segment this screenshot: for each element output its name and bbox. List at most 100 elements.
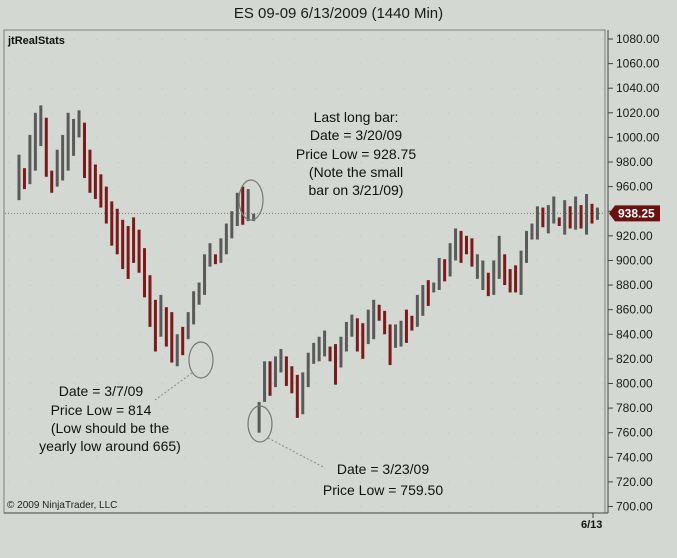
- price-bar: [93, 164, 97, 199]
- highlight-circle-3-20-09: [238, 179, 264, 221]
- price-bar: [39, 105, 43, 147]
- y-tick-label: 900.00: [616, 253, 653, 267]
- y-tick-label: 1000.00: [616, 130, 660, 144]
- ohlc-bars: [17, 105, 599, 433]
- price-bar: [475, 254, 479, 279]
- annotation-last-long-bar: Last long bar: Date = 3/20/09 Price Low …: [296, 109, 416, 198]
- price-bar: [175, 334, 179, 367]
- y-tick-label: 920.00: [616, 229, 653, 243]
- price-bar: [170, 312, 174, 363]
- annotation-line: Date = 3/20/09: [310, 127, 402, 143]
- indicator-name: jtRealStats: [7, 35, 65, 47]
- price-bar: [290, 366, 294, 394]
- price-bar: [568, 206, 572, 229]
- price-bar: [366, 309, 370, 345]
- price-bar: [284, 356, 288, 386]
- price-bar: [219, 238, 223, 263]
- price-bar: [44, 117, 48, 177]
- price-bar: [328, 346, 332, 362]
- price-bar: [279, 349, 283, 373]
- y-tick-label: 1020.00: [616, 106, 660, 120]
- price-bar: [377, 304, 381, 321]
- price-bar: [404, 309, 408, 343]
- price-bar: [546, 205, 550, 234]
- y-tick-label: 780.00: [616, 401, 653, 415]
- price-bar: [213, 254, 217, 265]
- price-bar: [470, 238, 474, 267]
- price-bar: [525, 230, 529, 263]
- price-bar: [372, 299, 376, 340]
- price-bar: [257, 401, 261, 433]
- y-tick-label: 860.00: [616, 303, 653, 317]
- price-bar: [464, 235, 468, 255]
- copyright-text: © 2009 NinjaTrader, LLC: [7, 500, 117, 511]
- price-chart[interactable]: 1080.00 1060.00 1040.00 1020.00 1000.00 980.0…: [0, 28, 677, 558]
- annotation-line: Date = 3/7/09: [59, 383, 144, 399]
- price-bar: [273, 356, 277, 388]
- y-tick-label: 800.00: [616, 376, 653, 390]
- price-bar: [454, 228, 458, 261]
- price-bar: [268, 361, 272, 396]
- price-bar: [497, 235, 501, 279]
- price-bar: [110, 201, 114, 246]
- x-tick-label: 6/13: [581, 519, 602, 531]
- price-bar: [208, 243, 212, 267]
- price-bar: [186, 312, 190, 340]
- price-bar: [241, 186, 245, 225]
- price-bar: [148, 275, 152, 327]
- price-bar: [388, 324, 392, 366]
- price-bar: [121, 219, 125, 270]
- price-bar: [426, 280, 430, 306]
- annotation-3-23-09: Date = 3/23/09 Price Low = 759.50: [323, 461, 443, 498]
- highlight-circle-3-23-09: [247, 405, 273, 443]
- y-tick-label: 980.00: [616, 155, 653, 169]
- price-bar: [203, 254, 207, 295]
- y-tick-label: 880.00: [616, 278, 653, 292]
- y-tick-label: 820.00: [616, 352, 653, 366]
- highlight-circle-3-7-09: [188, 341, 214, 379]
- price-bar: [323, 330, 327, 357]
- price-bar: [246, 189, 250, 222]
- price-bar: [28, 134, 32, 185]
- leader-line-3-23-09: [267, 437, 326, 469]
- price-bar: [432, 282, 436, 293]
- price-bar: [399, 320, 403, 347]
- price-bar: [486, 272, 490, 297]
- price-bar: [17, 154, 21, 201]
- y-tick-label: 740.00: [616, 450, 653, 464]
- price-bar: [77, 110, 81, 138]
- price-bar: [306, 352, 310, 388]
- y-tick-label: 960.00: [616, 180, 653, 194]
- price-bar: [421, 285, 425, 316]
- annotation-line: Price Low = 814: [51, 402, 152, 418]
- price-bar: [361, 323, 365, 359]
- y-tick-label: 720.00: [616, 475, 653, 489]
- price-bar: [585, 194, 589, 235]
- price-bar: [339, 336, 343, 368]
- y-tick-label: 1040.00: [616, 81, 660, 95]
- price-bar: [153, 299, 157, 352]
- price-bar: [535, 206, 539, 240]
- price-bar: [590, 203, 594, 224]
- price-bar: [459, 230, 463, 263]
- price-bar: [137, 229, 141, 273]
- y-axis[interactable]: 1080.00 1060.00 1040.00 1020.00 1000.00 980.0…: [608, 32, 660, 514]
- price-bar: [563, 200, 567, 235]
- annotation-line: (Note the small: [309, 164, 403, 180]
- price-bar: [552, 196, 556, 224]
- y-tick-label: 840.00: [616, 327, 653, 341]
- price-bar: [448, 243, 452, 277]
- price-bar: [350, 314, 354, 337]
- price-bar: [82, 122, 86, 179]
- price-bar: [541, 207, 545, 228]
- price-bar: [295, 374, 299, 418]
- price-bar: [159, 294, 163, 337]
- y-tick-label: 1080.00: [616, 32, 660, 46]
- price-bar: [579, 205, 583, 229]
- price-bar: [492, 260, 496, 295]
- price-bar: [503, 254, 507, 286]
- price-bar: [22, 168, 26, 190]
- last-price-label: 938.25: [618, 206, 655, 220]
- price-bar: [263, 361, 267, 402]
